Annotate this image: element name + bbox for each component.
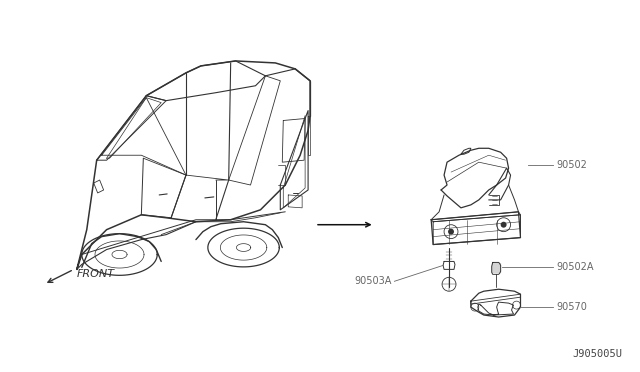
Text: 90502A: 90502A — [556, 262, 594, 272]
Text: 90570: 90570 — [556, 302, 587, 312]
Text: 90503A: 90503A — [354, 276, 392, 286]
Circle shape — [500, 222, 507, 228]
Text: 90502: 90502 — [556, 160, 587, 170]
Text: FRONT: FRONT — [77, 269, 115, 279]
Text: J905005U: J905005U — [573, 349, 623, 359]
Circle shape — [448, 229, 454, 235]
